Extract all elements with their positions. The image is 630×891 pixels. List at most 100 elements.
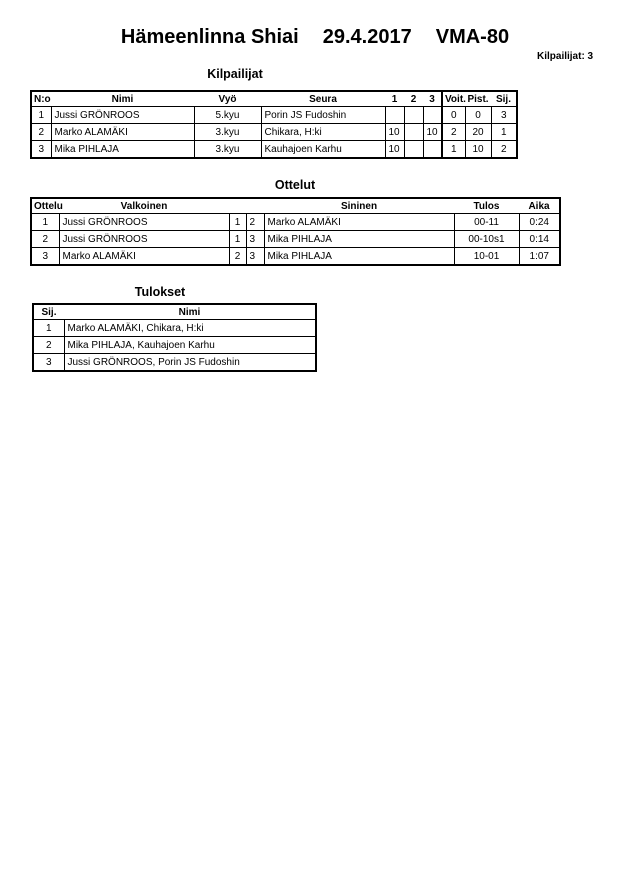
table-cell: Marko ALAMÄKI [50,123,195,141]
table-cell [403,140,424,159]
table-cell: 1 [441,140,466,159]
table-cell: 0 [464,106,492,124]
column-header: 3 [429,93,435,105]
table-cell: 0:14 [518,230,561,248]
table-cell: 1 [228,230,247,248]
table-cell: 10 [384,123,405,141]
column-header [246,198,264,214]
table-cell: Marko ALAMÄKI [263,213,455,231]
table-row: 1 Jussi GRÖNROOS 1 2 Marko ALAMÄKI 00-11 0:24 [30,213,561,231]
table-cell: 10 [384,140,405,159]
column-header: Tulos [473,200,500,212]
table-cell: 2 [441,123,466,141]
competitor-count: Kilpailijat: 3 [537,51,594,62]
table-cell: 2 [245,213,265,231]
table-cell: 0:24 [518,213,561,231]
table-cell: Mika PIHLAJA [50,140,195,159]
table-cell: 2 [228,247,247,266]
table-cell: Jussi GRÖNROOS [58,213,230,231]
event-category: VMA-80 [435,26,510,48]
table-cell: 00-11 [453,213,520,231]
table-cell: 3 [245,247,265,266]
table-cell: 3 [490,106,518,124]
header-row: N:o Nimi Vyö Seura 1 2 3 Voit. Pist. Sij. [31,91,517,107]
table-cell: 3 [32,353,65,372]
table-cell: 10 [464,140,492,159]
results-heading: Tulokset [134,285,186,299]
table-cell [384,106,405,124]
table-cell [422,140,443,159]
table-row: 2 Marko ALAMÄKI 3.kyu Chikara, H:ki 10 10 2 20 1 [30,123,518,141]
table-cell: Mika PIHLAJA [263,247,455,266]
table-cell: 1 [32,319,65,337]
table-cell [403,106,424,124]
column-header: Pist. [467,93,489,105]
table-cell: 1 [490,123,518,141]
table-cell: 3 [245,230,265,248]
table-cell: 00-10s1 [453,230,520,248]
table-row: 3 Jussi GRÖNROOS, Porin JS Fudoshin [32,353,317,372]
table-row: 2 Mika PIHLAJA, Kauhajoen Karhu [32,336,317,354]
table-cell: 2 [30,123,52,141]
table-cell: Porin JS Fudoshin [260,106,386,124]
column-header: 2 [410,93,417,105]
column-header: Nimi [111,93,134,105]
table-cell: Kauhajoen Karhu [260,140,386,159]
table-row: 3 Mika PIHLAJA 3.kyu Kauhajoen Karhu 10 1 10 2 [30,140,518,159]
page-title: Hämeenlinna Shiai 29.4.2017 VMA-80 [0,26,630,49]
column-header: Ottelu [34,200,63,212]
event-date: 29.4.2017 [322,26,412,48]
column-header: Sij. [495,93,511,105]
column-header [229,198,246,214]
table-cell: 5.kyu [193,106,262,124]
table-cell: Marko ALAMÄKI, Chikara, H:ki [63,319,317,337]
table-cell: 2 [490,140,518,159]
competitors-table: N:o Nimi Vyö Seura 1 2 3 Voit. Pist. Sij. 1 Jussi G… [30,90,518,159]
table-cell: Chikara, H:ki [260,123,386,141]
table-cell [403,123,424,141]
column-header: 1 [391,93,398,105]
matches-table: Ottelu Valkoinen Sininen Tulos Aika 1 Jussi GR… [30,197,561,266]
matches-heading: Ottelut [274,178,316,192]
table-cell: 3 [30,140,52,159]
table-cell: 10 [422,123,443,141]
table-cell: 1:07 [518,247,561,266]
table-cell: Marko ALAMÄKI [58,247,230,266]
table-cell: 3 [30,247,60,266]
table-cell: Jussi GRÖNROOS [58,230,230,248]
column-header: Voit. [441,91,466,107]
column-header: Sininen [340,200,378,212]
table-cell: 1 [30,106,52,124]
table-cell: 2 [32,336,65,354]
column-header: N:o [34,93,51,105]
table-cell: 10-01 [453,247,520,266]
table-cell: 1 [30,213,60,231]
competitors-heading: Kilpailijat [207,67,263,81]
table-cell: 3.kyu [193,123,262,141]
table-cell: 2 [30,230,60,248]
table-cell [422,106,443,124]
column-header: Valkoinen [120,200,168,212]
column-header: Seura [309,93,337,105]
table-cell: Jussi GRÖNROOS, Porin JS Fudoshin [63,353,317,372]
results-table: Sij. Nimi 1 Marko ALAMÄKI, Chikara, H:ki 2 Mi… [32,303,317,372]
table-cell: 0 [441,106,466,124]
table-row: 3 Marko ALAMÄKI 2 3 Mika PIHLAJA 10-01 1:07 [30,247,561,266]
table-cell: 3.kyu [193,140,262,159]
column-header: Sij. [41,306,57,318]
table-cell: Mika PIHLAJA, Kauhajoen Karhu [63,336,317,354]
event-name: Hämeenlinna Shiai [120,26,299,48]
table-row: 1 Marko ALAMÄKI, Chikara, H:ki [32,319,317,337]
column-header: Nimi [178,306,201,318]
table-row: 2 Jussi GRÖNROOS 1 3 Mika PIHLAJA 00-10s1 0:14 [30,230,561,248]
header-row: Sij. Nimi [33,304,316,320]
table-cell: 1 [228,213,247,231]
header-row: Ottelu Valkoinen Sininen Tulos Aika [31,198,560,214]
table-cell: 20 [464,123,492,141]
column-header: Vyö [218,93,237,105]
table-cell: Mika PIHLAJA [263,230,455,248]
column-header: Aika [528,200,550,212]
table-row: 1 Jussi GRÖNROOS 5.kyu Porin JS Fudoshin 0 0 3 [30,106,518,124]
table-cell: Jussi GRÖNROOS [50,106,195,124]
